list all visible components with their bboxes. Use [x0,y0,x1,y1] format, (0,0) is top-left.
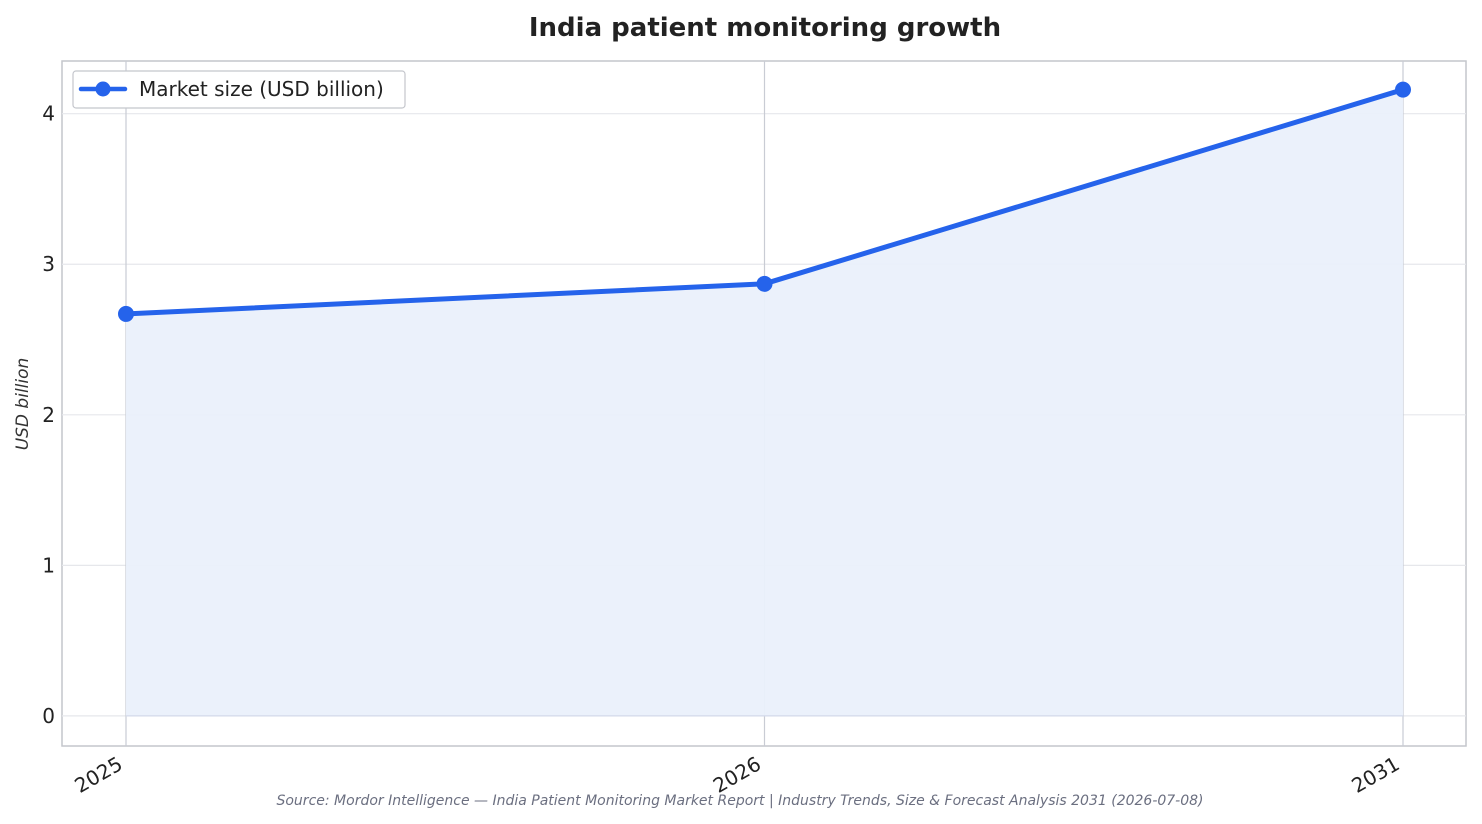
area-fill-shape [126,89,1403,716]
legend-marker [95,81,111,97]
data-point [118,305,134,322]
legend[interactable]: Market size (USD billion) [72,70,406,109]
y-tick-label: 3 [42,252,55,276]
x-tick-label: 2031 [1347,752,1403,798]
y-ticks: 0 1 2 3 4 [42,102,55,728]
x-tick-label: 2026 [709,752,765,798]
legend-label: Market size (USD billion) [139,77,384,101]
y-tick-label: 1 [42,553,55,577]
y-tick-label: 2 [42,403,55,427]
source-note: Source: Mordor Intelligence — India Pati… [276,793,1203,809]
y-tick-label: 0 [42,704,55,728]
y-axis-label: USD billion [13,358,33,451]
chart-title: India patient monitoring growth [529,13,1001,43]
x-tick-label: 2025 [70,752,126,798]
data-point [1395,81,1411,98]
data-points [118,81,1411,322]
data-point [756,275,773,292]
x-ticks: 2025 2026 2031 [70,752,1403,798]
legend-box [72,70,406,109]
y-tick-label: 4 [42,102,55,126]
area-fill [126,89,1403,717]
